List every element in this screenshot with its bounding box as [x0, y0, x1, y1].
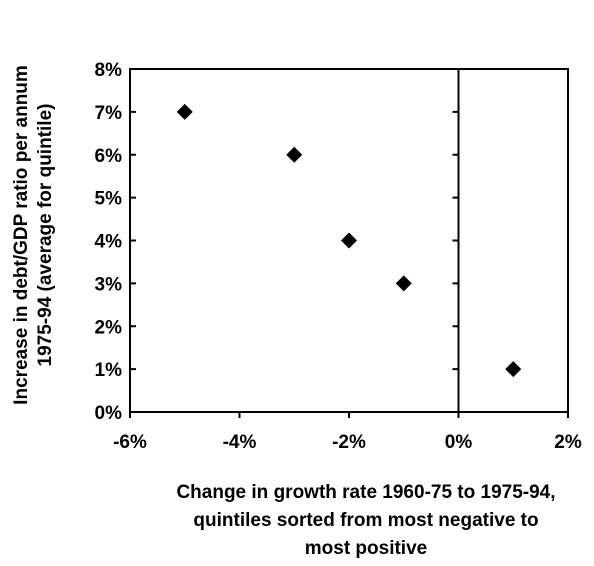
y-tick-label-7: 7%: [95, 103, 123, 124]
y-axis-ticks: 0% 1% 2% 3% 4% 5% 6% 7% 8%: [95, 60, 459, 424]
y-tick-label-8: 8%: [95, 60, 123, 81]
data-point-0-3: [395, 275, 412, 292]
x-tick-label-3: 0%: [445, 432, 473, 453]
y-tick-label-5: 5%: [95, 189, 123, 210]
y-tick-label-1: 1%: [95, 360, 123, 381]
x-tick-label-0: -6%: [113, 432, 147, 453]
y-tick-label-0: 0%: [95, 403, 123, 424]
data-point-0-0: [176, 103, 193, 120]
y-tick-label-2: 2%: [95, 317, 123, 338]
x-axis-title-line-1: Change in growth rate 1960-75 to 1975-94…: [176, 482, 555, 503]
data-point-0-2: [341, 232, 357, 249]
data-point-0-1: [286, 146, 303, 163]
data-point-0-4: [505, 361, 522, 378]
x-axis-title-line-2: quintiles sorted from most negative to: [193, 510, 538, 531]
y-axis-title-line-1: Increase in debt/GDP ratio per annum: [11, 65, 32, 405]
y-tick-label-6: 6%: [95, 146, 123, 167]
x-tick-label-1: -4%: [223, 432, 257, 453]
x-axis-ticks: -6% -4% -2% 0% 2%: [113, 412, 582, 453]
data-points: [176, 103, 522, 378]
y-axis-title-line-2: 1975-94 (average for quintile): [35, 104, 56, 367]
y-tick-label-4: 4%: [95, 232, 123, 253]
x-tick-label-4: 2%: [554, 432, 582, 453]
y-tick-label-3: 3%: [95, 274, 123, 295]
x-axis-title-line-3: most positive: [305, 538, 427, 559]
x-tick-label-2: -2%: [332, 432, 366, 453]
